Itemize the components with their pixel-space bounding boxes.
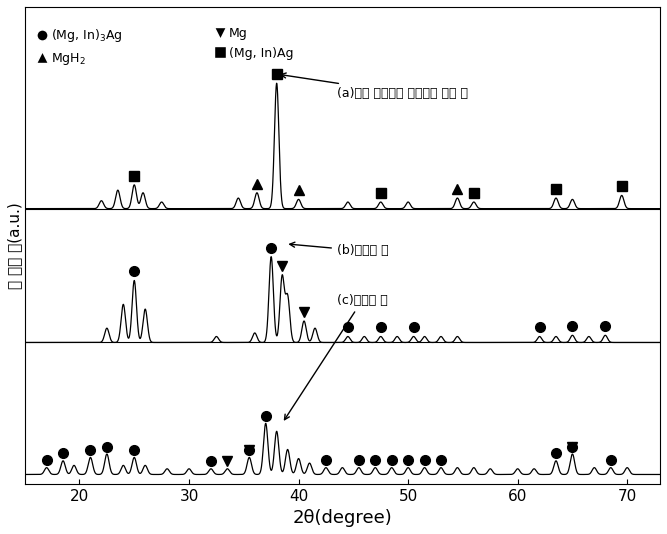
Text: (c)放氢试 样: (c)放氢试 样	[285, 294, 388, 420]
Y-axis label: 行 射强 度(a.u.): 行 射强 度(a.u.)	[7, 202, 22, 289]
X-axis label: 2θ(degree): 2θ(degree)	[293, 509, 392, 527]
Legend: Mg, (Mg, In)Ag: Mg, (Mg, In)Ag	[215, 27, 293, 60]
Text: (a)氢气 氚下机械 力化学制 备试 样: (a)氢气 氚下机械 力化学制 备试 样	[281, 73, 468, 100]
Text: (b)吸氢试 样: (b)吸氢试 样	[289, 242, 389, 257]
